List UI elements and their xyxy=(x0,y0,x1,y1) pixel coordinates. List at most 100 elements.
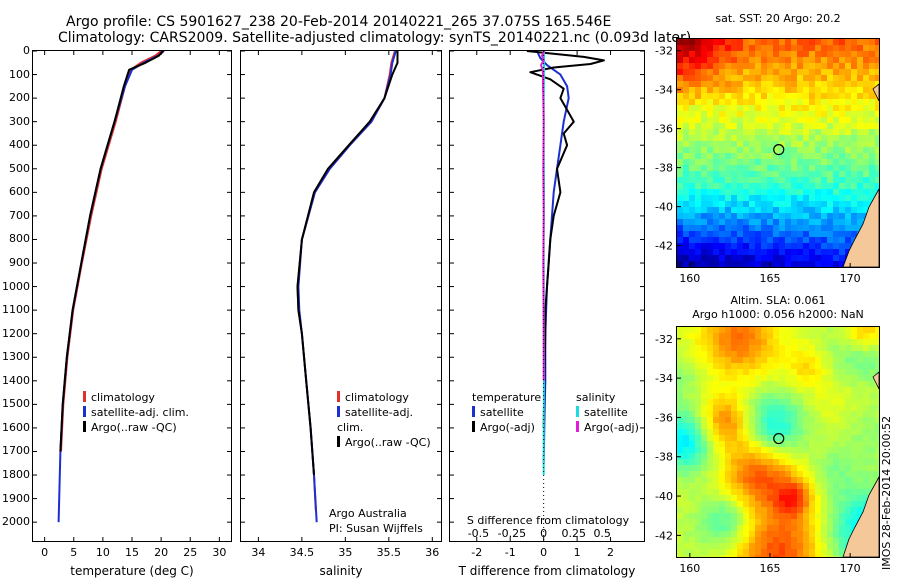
heatmap-cell xyxy=(713,465,719,471)
heatmap-cell xyxy=(749,447,755,453)
heatmap-cell xyxy=(713,231,719,237)
heatmap-cell xyxy=(713,417,719,423)
heatmap-cell xyxy=(797,189,803,195)
heatmap-cell xyxy=(815,123,821,129)
heatmap-cell xyxy=(719,231,725,237)
heatmap-cell xyxy=(707,189,713,195)
heatmap-cell xyxy=(815,453,821,459)
heatmap-cell xyxy=(773,243,779,249)
heatmap-cell xyxy=(851,393,857,399)
heatmap-cell xyxy=(785,261,791,267)
heatmap-cell xyxy=(773,45,779,51)
heatmap-cell xyxy=(821,129,827,135)
heatmap-cell xyxy=(779,363,785,369)
heatmap-cell xyxy=(761,219,767,225)
heatmap-cell xyxy=(797,165,803,171)
heatmap-cell xyxy=(827,549,833,555)
heatmap-cell xyxy=(803,237,809,243)
heatmap-cell xyxy=(743,129,749,135)
heatmap-cell xyxy=(851,489,857,495)
heatmap-cell xyxy=(755,87,761,93)
depth-tick-label: 0 xyxy=(23,44,30,57)
heatmap-cell xyxy=(695,219,701,225)
heatmap-cell xyxy=(743,237,749,243)
heatmap-cell xyxy=(695,471,701,477)
heatmap-cell xyxy=(797,195,803,201)
heatmap-cell xyxy=(821,45,827,51)
heatmap-cell xyxy=(779,531,785,537)
heatmap-cell xyxy=(845,375,851,381)
heatmap-cell xyxy=(689,117,695,123)
heatmap-cell xyxy=(809,147,815,153)
heatmap-cell xyxy=(719,93,725,99)
heatmap-cell xyxy=(695,393,701,399)
heatmap-cell xyxy=(683,357,689,363)
heatmap-cell xyxy=(857,189,863,195)
heatmap-cell xyxy=(689,93,695,99)
heatmap-cell xyxy=(797,39,803,45)
heatmap-cell xyxy=(773,399,779,405)
heatmap-cell xyxy=(731,471,737,477)
heatmap-cell xyxy=(761,549,767,555)
heatmap-cell xyxy=(875,111,879,117)
heatmap-cell xyxy=(749,201,755,207)
heatmap-cell xyxy=(851,75,857,81)
heatmap-cell xyxy=(827,447,833,453)
heatmap-cell xyxy=(797,543,803,549)
heatmap-cell xyxy=(803,405,809,411)
heatmap-cell xyxy=(683,471,689,477)
heatmap-cell xyxy=(755,375,761,381)
heatmap-cell xyxy=(743,231,749,237)
heatmap-cell xyxy=(773,147,779,153)
heatmap-cell xyxy=(839,213,845,219)
heatmap-cell xyxy=(857,153,863,159)
heatmap-cell xyxy=(755,129,761,135)
heatmap-cell xyxy=(845,225,851,231)
heatmap-cell xyxy=(827,435,833,441)
heatmap-cell xyxy=(809,327,815,333)
heatmap-cell xyxy=(785,429,791,435)
heatmap-cell xyxy=(785,75,791,81)
heatmap-cell xyxy=(719,501,725,507)
heatmap-cell xyxy=(695,531,701,537)
heatmap-cell xyxy=(779,135,785,141)
heatmap-cell xyxy=(749,351,755,357)
heatmap-cell xyxy=(731,399,737,405)
heatmap-cell xyxy=(737,189,743,195)
heatmap-cell xyxy=(803,459,809,465)
heatmap-cell xyxy=(689,111,695,117)
heatmap-cell xyxy=(797,255,803,261)
heatmap-cell xyxy=(755,141,761,147)
heatmap-cell xyxy=(869,195,875,201)
heatmap-cell xyxy=(851,63,857,69)
heatmap-cell xyxy=(827,57,833,63)
heatmap-cell xyxy=(731,111,737,117)
heatmap-cell xyxy=(833,429,839,435)
heatmap-cell xyxy=(851,513,857,519)
heatmap-cell xyxy=(803,363,809,369)
heatmap-cell xyxy=(761,351,767,357)
heatmap-cell xyxy=(755,219,761,225)
heatmap-cell xyxy=(785,45,791,51)
heatmap-cell xyxy=(689,369,695,375)
heatmap-cell xyxy=(815,369,821,375)
heatmap-cell xyxy=(845,129,851,135)
heatmap-cell xyxy=(773,477,779,483)
heatmap-cell xyxy=(707,75,713,81)
heatmap-cell xyxy=(713,447,719,453)
heatmap-cell xyxy=(791,327,797,333)
heatmap-cell xyxy=(791,111,797,117)
heatmap-cell xyxy=(677,519,683,525)
heatmap-cell xyxy=(683,423,689,429)
heatmap-cell xyxy=(863,87,869,93)
heatmap-cell xyxy=(719,219,725,225)
heatmap-cell xyxy=(689,201,695,207)
heatmap-cell xyxy=(797,261,803,267)
depth-tick-label: 900 xyxy=(9,256,30,270)
heatmap-cell xyxy=(839,447,845,453)
heatmap-cell xyxy=(761,135,767,141)
heatmap-cell xyxy=(731,519,737,525)
heatmap-cell xyxy=(767,381,773,387)
heatmap-cell xyxy=(845,105,851,111)
heatmap-cell xyxy=(863,51,869,57)
